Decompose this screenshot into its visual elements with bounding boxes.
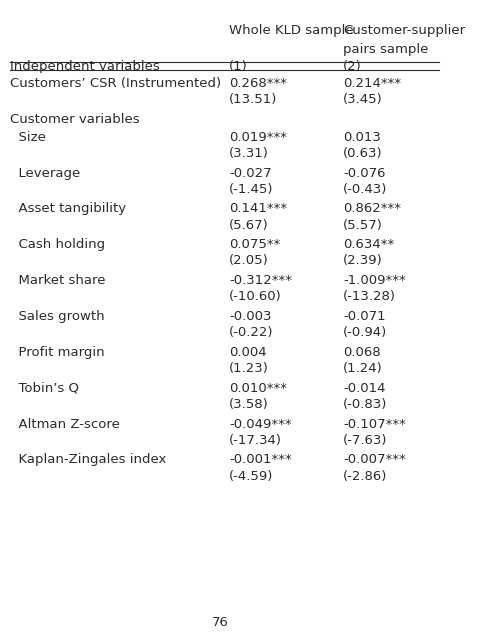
Text: (3.31): (3.31) — [229, 147, 268, 160]
Text: pairs sample: pairs sample — [342, 43, 428, 56]
Text: (1.24): (1.24) — [342, 362, 382, 375]
Text: -1.009***: -1.009*** — [342, 274, 405, 287]
Text: -0.076: -0.076 — [342, 167, 385, 179]
Text: Customer-supplier: Customer-supplier — [342, 24, 464, 37]
Text: (1.23): (1.23) — [229, 362, 268, 375]
Text: 76: 76 — [212, 616, 228, 629]
Text: -0.027: -0.027 — [229, 167, 271, 179]
Text: (2): (2) — [342, 60, 361, 73]
Text: (5.67): (5.67) — [229, 219, 268, 231]
Text: Asset tangibility: Asset tangibility — [10, 203, 126, 215]
Text: Independent variables: Independent variables — [10, 60, 159, 73]
Text: 0.214***: 0.214*** — [342, 77, 400, 90]
Text: (-0.94): (-0.94) — [342, 326, 386, 339]
Text: (-10.60): (-10.60) — [229, 290, 281, 303]
Text: -0.001***: -0.001*** — [229, 453, 291, 466]
Text: 0.141***: 0.141*** — [229, 203, 287, 215]
Text: Customer variables: Customer variables — [10, 113, 140, 126]
Text: 0.019***: 0.019*** — [229, 131, 287, 144]
Text: -0.007***: -0.007*** — [342, 453, 405, 466]
Text: Cash holding: Cash holding — [10, 239, 105, 251]
Text: Altman Z-score: Altman Z-score — [10, 417, 120, 431]
Text: Tobin’s Q: Tobin’s Q — [10, 382, 79, 395]
Text: 0.634**: 0.634** — [342, 239, 394, 251]
Text: -0.107***: -0.107*** — [342, 417, 405, 431]
Text: (-0.83): (-0.83) — [342, 398, 387, 411]
Text: (2.39): (2.39) — [342, 255, 382, 267]
Text: 0.010***: 0.010*** — [229, 382, 287, 395]
Text: 0.013: 0.013 — [342, 131, 380, 144]
Text: 0.004: 0.004 — [229, 346, 266, 359]
Text: (0.63): (0.63) — [342, 147, 382, 160]
Text: Profit margin: Profit margin — [10, 346, 105, 359]
Text: 0.268***: 0.268*** — [229, 77, 287, 90]
Text: (5.57): (5.57) — [342, 219, 382, 231]
Text: -0.071: -0.071 — [342, 310, 385, 323]
Text: Whole KLD sample: Whole KLD sample — [229, 24, 353, 37]
Text: Size: Size — [10, 131, 46, 144]
Text: (-0.43): (-0.43) — [342, 183, 387, 195]
Text: (-17.34): (-17.34) — [229, 433, 282, 447]
Text: (-4.59): (-4.59) — [229, 469, 273, 482]
Text: 0.068: 0.068 — [342, 346, 380, 359]
Text: Sales growth: Sales growth — [10, 310, 105, 323]
Text: (-7.63): (-7.63) — [342, 433, 387, 447]
Text: 0.862***: 0.862*** — [342, 203, 400, 215]
Text: (13.51): (13.51) — [229, 93, 277, 106]
Text: (3.45): (3.45) — [342, 93, 382, 106]
Text: Kaplan-Zingales index: Kaplan-Zingales index — [10, 453, 166, 466]
Text: -0.049***: -0.049*** — [229, 417, 291, 431]
Text: (1): (1) — [229, 60, 247, 73]
Text: (-13.28): (-13.28) — [342, 290, 396, 303]
Text: (-1.45): (-1.45) — [229, 183, 273, 195]
Text: -0.312***: -0.312*** — [229, 274, 291, 287]
Text: Market share: Market share — [10, 274, 106, 287]
Text: 0.075**: 0.075** — [229, 239, 280, 251]
Text: (-2.86): (-2.86) — [342, 469, 387, 482]
Text: (-0.22): (-0.22) — [229, 326, 273, 339]
Text: -0.014: -0.014 — [342, 382, 385, 395]
Text: Customers’ CSR (Instrumented): Customers’ CSR (Instrumented) — [10, 77, 221, 90]
Text: Leverage: Leverage — [10, 167, 80, 179]
Text: -0.003: -0.003 — [229, 310, 271, 323]
Text: (2.05): (2.05) — [229, 255, 268, 267]
Text: (3.58): (3.58) — [229, 398, 268, 411]
